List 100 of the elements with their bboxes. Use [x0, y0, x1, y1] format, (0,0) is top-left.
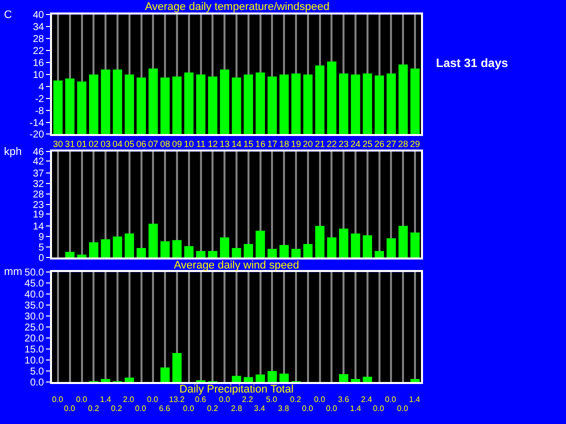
data-label: 0.0 [219, 395, 231, 404]
x-tick-label: 03 [100, 139, 111, 150]
bar [291, 248, 301, 258]
data-label: 3.4 [254, 404, 266, 413]
bar [77, 254, 86, 258]
x-tick-label: 29 [410, 139, 420, 150]
y-tick-label: 9 [38, 232, 44, 243]
x-tick-label: 13 [220, 139, 230, 150]
bar [148, 68, 158, 134]
bar [398, 226, 408, 258]
data-label: 3.6 [338, 395, 350, 404]
y-tick-label: 10.0 [24, 356, 44, 367]
y-tick-label: 40 [32, 10, 44, 22]
data-label: 0.0 [385, 395, 397, 404]
bar [386, 238, 396, 258]
bar [77, 81, 86, 134]
x-tick-label: 10 [184, 139, 194, 150]
data-label: 3.8 [278, 404, 290, 413]
y-axis-title: mm [4, 266, 22, 278]
data-label: 0.2 [207, 404, 219, 413]
y-tick-label: 20.0 [24, 334, 44, 345]
bar [362, 376, 372, 382]
x-tick-label: 05 [124, 139, 134, 150]
bar [315, 226, 324, 258]
y-tick-label: 30.0 [24, 312, 44, 323]
bar [279, 374, 289, 382]
x-tick-label: 23 [338, 139, 349, 150]
bar [362, 73, 372, 134]
y-tick-label: 19 [32, 209, 44, 220]
data-label: 0.0 [76, 395, 88, 404]
y-tick-label: 15.0 [24, 344, 44, 356]
y-tick-label: -14 [30, 118, 44, 129]
bar [327, 62, 336, 134]
bar [374, 75, 384, 134]
data-label: 0.0 [373, 404, 385, 413]
data-label: 2.4 [361, 395, 373, 404]
bar [124, 74, 134, 134]
y-tick-label: 28 [32, 34, 44, 46]
data-label: 0.0 [147, 395, 159, 404]
data-label: 1.4 [100, 395, 112, 404]
y-tick-label: 4 [38, 82, 44, 93]
bar [124, 233, 134, 258]
bar [244, 74, 254, 134]
x-tick-label: 08 [160, 139, 170, 150]
bar [279, 244, 289, 258]
bar [148, 224, 158, 258]
bar [268, 76, 277, 134]
x-tick-label: 27 [386, 139, 396, 150]
bar [386, 73, 396, 134]
data-label: 1.4 [350, 404, 362, 413]
bar [112, 236, 122, 258]
x-tick-label: 22 [326, 139, 337, 150]
bar [172, 240, 182, 258]
bar [160, 77, 170, 134]
y-tick-label: -20 [30, 130, 44, 141]
x-tick-label: 21 [314, 139, 325, 150]
x-tick-label: 06 [136, 139, 146, 150]
y-tick-label: 42 [32, 156, 44, 168]
y-tick-label: 0.0 [30, 378, 44, 389]
bar [256, 72, 265, 134]
bar [350, 378, 360, 382]
y-tick-label: -8 [35, 106, 44, 117]
x-tick-label: 17 [267, 139, 278, 150]
x-tick-label: 11 [196, 139, 206, 150]
y-tick-label: 35.0 [24, 300, 44, 312]
bar [338, 374, 348, 382]
data-label: 0.0 [314, 395, 326, 404]
bar [338, 73, 348, 134]
y-tick-label: 16 [32, 58, 44, 70]
y-tick-label: 32 [32, 178, 44, 190]
data-label: 6.6 [159, 404, 171, 413]
y-tick-label: 25.0 [24, 322, 44, 334]
bar [53, 80, 63, 134]
bar [338, 228, 348, 258]
bar [184, 246, 194, 258]
bar [303, 244, 313, 258]
bar [100, 69, 110, 134]
y-tick-label: 22 [32, 46, 44, 58]
x-tick-label: 02 [88, 139, 99, 150]
data-label: 0.0 [64, 404, 76, 413]
bar [279, 74, 289, 134]
data-label: 2.2 [242, 395, 254, 404]
bar [268, 371, 277, 382]
bar [160, 241, 170, 258]
x-tick-label: 04 [112, 139, 122, 150]
y-tick-label: 23 [32, 200, 44, 212]
data-label: 2.0 [123, 395, 135, 404]
bar [232, 77, 242, 134]
text: Last 31 days [436, 56, 508, 70]
x-tick-label: 09 [172, 139, 182, 150]
bar [410, 378, 420, 382]
y-tick-label: 37 [32, 168, 44, 180]
data-label: 2.8 [231, 404, 243, 413]
y-tick-label: 28 [32, 190, 44, 201]
x-tick-label: 25 [362, 139, 372, 150]
bar [268, 248, 277, 258]
x-axis-title: Average daily wind speed [174, 259, 300, 272]
bar [172, 353, 182, 382]
bar [184, 72, 194, 134]
bar [136, 77, 146, 134]
